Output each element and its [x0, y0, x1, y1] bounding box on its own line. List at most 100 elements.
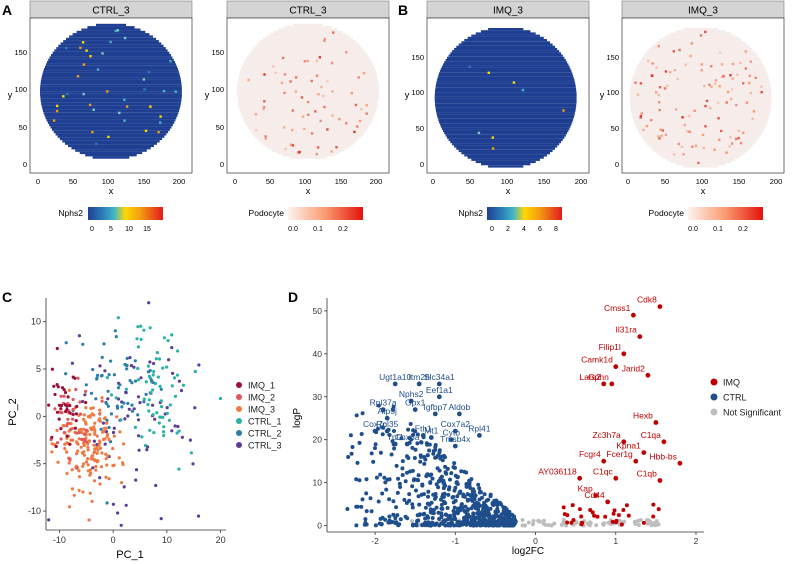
tile-row — [243, 119, 373, 122]
volcano-point-labeled — [457, 411, 462, 417]
volcano-point-ctrl — [471, 511, 476, 516]
pca-point-ctrl-1 — [153, 381, 158, 386]
tile-row — [246, 56, 370, 59]
tile-row — [50, 126, 172, 129]
pca-point-imq-1 — [66, 395, 70, 399]
volcano-point-ns — [561, 518, 566, 523]
colorbar-gradient — [88, 207, 163, 220]
volcano-point-ctrl — [457, 491, 462, 496]
tile-row — [471, 34, 540, 37]
pca-point-ctrl-1 — [148, 326, 152, 330]
volcano-point-ns — [652, 520, 657, 525]
pca-point-ctrl-1 — [158, 415, 162, 419]
hotspot — [301, 115, 305, 118]
hotspot — [314, 110, 317, 113]
pca-point-imq-2 — [78, 400, 82, 404]
pca-point-imq-1 — [59, 407, 63, 411]
volcano-point-ctrl — [393, 521, 398, 526]
hotspot — [717, 117, 720, 120]
pca-point-ctrl-1 — [166, 339, 170, 343]
tile-row — [445, 134, 566, 137]
volcano-point-ctrl — [387, 514, 392, 519]
tile-row — [239, 107, 377, 110]
tile-row — [464, 39, 547, 42]
pca-point-imq-3 — [105, 454, 110, 458]
volcano-point-labeled — [653, 420, 659, 425]
tile-row — [71, 147, 151, 150]
volcano-point-ctrl — [376, 403, 381, 408]
hotspot — [683, 123, 686, 127]
volcano-point-imq — [616, 513, 621, 518]
pca-point-imq-3 — [50, 442, 54, 446]
volcano-point-ctrl — [467, 514, 472, 519]
hotspot — [651, 62, 654, 65]
hotspot — [703, 84, 706, 88]
pca-point-ctrl-1 — [136, 366, 140, 371]
volcano-point-ctrl — [402, 497, 407, 502]
hotspot — [306, 59, 309, 63]
tile-row — [289, 156, 327, 159]
volcano-point-labeled — [657, 478, 663, 483]
pca-point-imq-1 — [55, 346, 59, 351]
tile-row — [467, 36, 544, 40]
tile-row — [632, 78, 770, 82]
tile-row — [467, 156, 544, 159]
volcano-point-ctrl — [452, 512, 457, 517]
x-axis: 0 50 100 150 200 x — [431, 177, 587, 196]
hotspot — [65, 46, 68, 50]
tile-row — [242, 116, 374, 120]
volcano-point-labeled — [577, 475, 583, 481]
tile-row — [437, 76, 574, 79]
volcano-point-ns — [601, 521, 606, 526]
pca-point-ctrl-2 — [120, 405, 124, 409]
hotspot — [274, 71, 277, 74]
volcano-point-ctrl — [446, 487, 451, 492]
pca-point-imq-3 — [93, 421, 97, 425]
pca-point-imq-3 — [86, 445, 90, 449]
volcano-point-ctrl — [477, 520, 482, 525]
hotspot — [639, 115, 643, 118]
x-tick-label: 200 — [173, 177, 186, 186]
y-axis: 0 50 100 150 y — [405, 53, 424, 169]
gene-label: Mt1 — [424, 426, 438, 436]
pca-point-ctrl-1 — [218, 396, 223, 401]
pca-point-imq-2 — [77, 430, 81, 435]
volcano-point-ctrl — [378, 472, 383, 477]
spatial-plot-imq3-nphs2: IMQ_3 0 50 100 150 200 x 0 50 100 150 y … — [405, 0, 590, 233]
pca-point-ctrl-3 — [116, 511, 120, 515]
volcano-point-labeled — [677, 460, 683, 466]
volcano-point-ns — [636, 523, 641, 527]
volcano-point-imq — [577, 507, 582, 512]
volcano-point-ctrl — [422, 461, 427, 466]
pca-point-imq-3 — [111, 446, 115, 451]
volcano-point-ctrl — [500, 521, 504, 526]
tile-row — [659, 154, 742, 157]
x-axis-label: x — [701, 186, 706, 196]
pca-point-imq-3 — [103, 437, 107, 441]
pca-point-ctrl-1 — [148, 428, 152, 432]
pca-point-ctrl-2 — [112, 373, 116, 377]
tile-row — [435, 103, 577, 106]
volcano-point-labeled — [637, 334, 643, 339]
pca-point-ctrl-1 — [105, 376, 109, 380]
pca-point-ctrl-2 — [84, 383, 88, 387]
tile-row — [670, 160, 731, 164]
volcano-point-ctrl — [414, 522, 419, 527]
gene-label: Hbb-bs — [649, 451, 676, 461]
tile-row — [683, 165, 719, 168]
volcano-point-ctrl — [446, 492, 451, 497]
gene-label: Hexb — [633, 411, 653, 421]
pca-point-imq-3 — [98, 441, 102, 445]
tile-row — [40, 84, 182, 87]
hotspot — [664, 133, 668, 136]
pca-point-imq-3 — [97, 443, 101, 447]
tile-row — [645, 140, 757, 144]
volcano-point-ctrl — [407, 492, 412, 497]
hotspot — [731, 77, 734, 80]
pca-point-ctrl-2 — [130, 381, 134, 385]
x-tick-label: 0 — [431, 177, 435, 186]
colorbar-tick: 5 — [109, 226, 113, 233]
tile-row — [631, 112, 770, 115]
y-axis: 0 50 100 150 y — [600, 53, 619, 169]
volcano-point-ctrl — [379, 522, 384, 527]
